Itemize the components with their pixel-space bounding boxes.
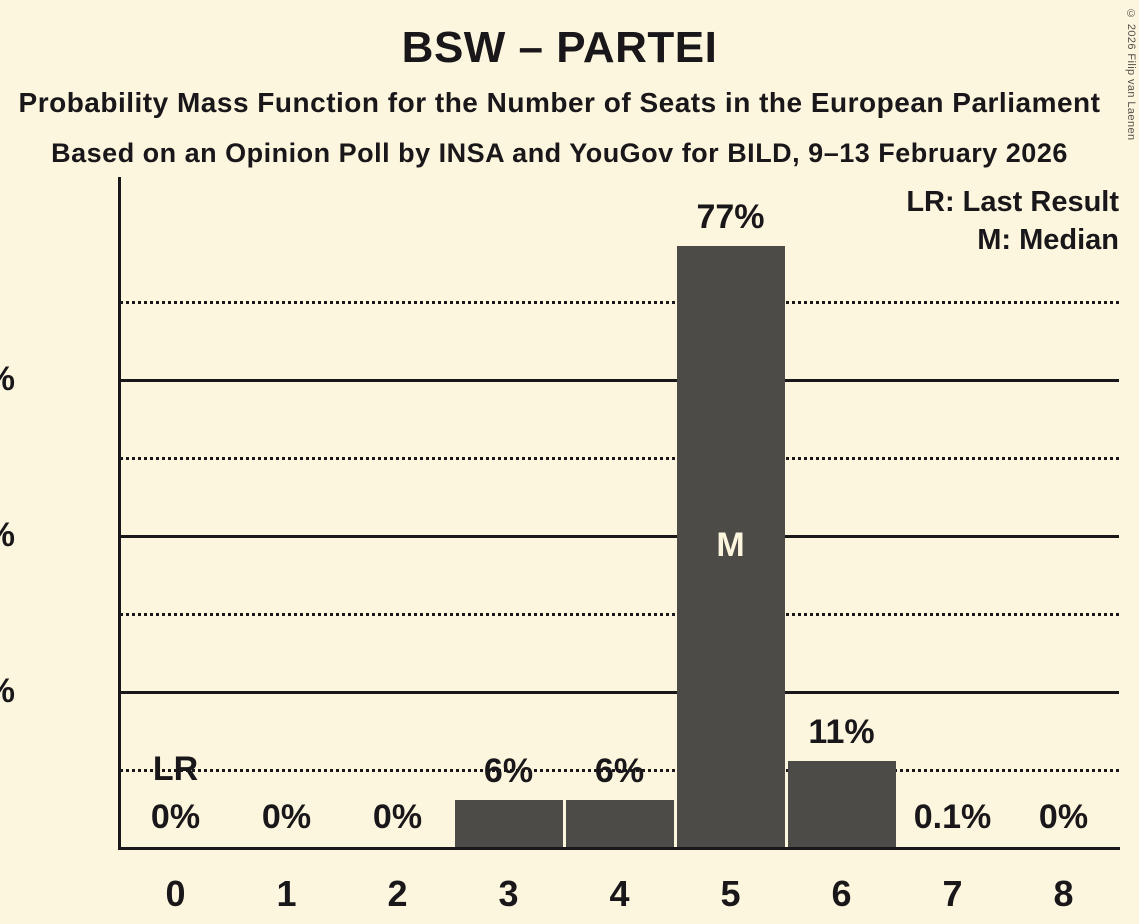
y-axis-line (118, 177, 121, 847)
value-label-seat-3: 6% (483, 752, 534, 791)
gridline-10pct (120, 769, 1119, 772)
plot-area (118, 177, 1120, 850)
gridline-50pct (120, 457, 1119, 460)
chart-source-line: Based on an Opinion Poll by INSA and You… (51, 138, 1068, 168)
gridline-60pct (120, 379, 1119, 382)
value-label-seat-2: 0% (372, 798, 423, 836)
value-label-seat-1: 0% (261, 798, 312, 836)
x-tick-label-5: 5 (720, 873, 741, 914)
bar-seat-5 (676, 246, 785, 847)
y-tick-label-60: 60% (0, 362, 15, 396)
page-title: BSW – PARTEI (401, 23, 718, 72)
x-tick-label-1: 1 (276, 873, 297, 914)
bar-seat-6 (787, 761, 896, 847)
gridline-30pct (120, 613, 1119, 616)
legend-last-result: LR: Last Result (906, 186, 1119, 218)
gridline-70pct (120, 301, 1119, 304)
bar-seat-4 (565, 800, 674, 847)
x-tick-label-4: 4 (609, 873, 630, 914)
x-tick-label-2: 2 (387, 873, 408, 914)
median-marker: M (716, 526, 745, 564)
gridline-40pct (120, 535, 1119, 538)
legend-median: M: Median (977, 224, 1119, 256)
value-label-seat-5: 77% (696, 198, 765, 237)
x-tick-label-8: 8 (1053, 873, 1074, 914)
gridline-20pct (120, 691, 1119, 694)
value-label-seat-6: 11% (808, 713, 875, 752)
bar-seat-3 (454, 800, 563, 847)
chart-subtitle: Probability Mass Function for the Number… (18, 87, 1101, 118)
x-tick-label-7: 7 (942, 873, 963, 914)
x-tick-label-3: 3 (498, 873, 519, 914)
value-label-seat-4: 6% (594, 752, 645, 791)
value-label-seat-8: 0% (1038, 798, 1089, 836)
copyright-notice: © 2026 Filip van Laenen (1125, 8, 1137, 141)
y-tick-label-40: 40% (0, 518, 15, 552)
value-label-seat-7: 0.1% (913, 798, 992, 836)
y-tick-label-20: 20% (0, 674, 15, 708)
x-tick-label-0: 0 (165, 873, 186, 914)
value-label-seat-0: 0% (150, 798, 201, 836)
x-tick-label-6: 6 (831, 873, 852, 914)
x-axis-line (118, 847, 1120, 850)
last-result-marker: LR (152, 750, 199, 788)
